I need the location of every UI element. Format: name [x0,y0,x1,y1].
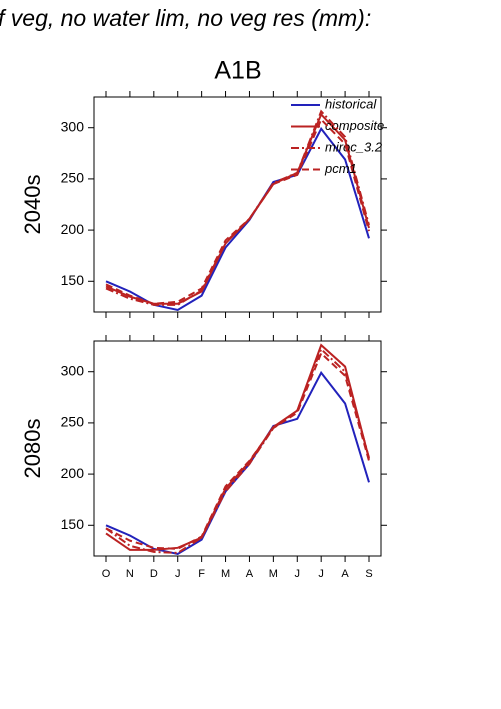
x-tick-label: A [246,568,254,580]
x-tick-label: F [198,568,205,580]
x-tick-label: M [221,568,230,580]
y-axis-label: 2080s [20,419,45,479]
y-tick-label: 300 [61,118,85,134]
legend-label: historical [325,96,377,111]
x-tick-label: S [365,568,372,580]
x-tick-label: M [269,568,278,580]
x-tick-label: O [102,568,111,580]
series-line [105,126,370,312]
y-tick-label: 150 [61,272,85,288]
y-axis-label: 2040s [20,175,45,235]
legend-label: pcm1 [324,161,357,176]
plot-frame [93,96,382,313]
series-line [105,109,370,306]
figure-title: f veg, no water lim, no veg res (mm): [0,5,371,31]
series-line [105,351,370,550]
y-tick-label: 300 [61,362,85,378]
series-line [105,117,370,305]
panel-title: A1B [214,57,261,85]
y-tick-label: 250 [61,414,85,430]
x-tick-label: J [295,568,301,580]
series-line [105,347,370,554]
x-tick-label: D [150,568,158,580]
series-line [105,370,370,556]
legend-label: miroc_3.2 [325,139,383,154]
x-tick-label: J [175,568,181,580]
legend-label: composite [325,118,384,133]
series-line [105,343,370,551]
plot-frame [93,340,382,557]
x-tick-label: J [318,568,324,580]
y-tick-label: 250 [61,170,85,186]
x-tick-label: N [126,568,134,580]
y-tick-label: 200 [61,221,85,237]
x-tick-label: A [341,568,349,580]
y-tick-label: 150 [61,516,85,532]
y-tick-label: 200 [61,465,85,481]
